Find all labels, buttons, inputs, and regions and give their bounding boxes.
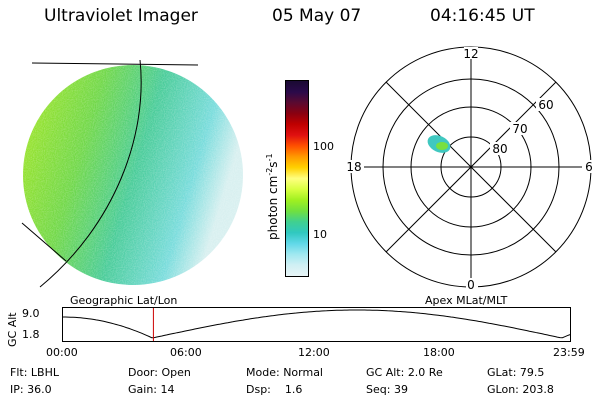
info-glat: GLat: 79.5 bbox=[487, 366, 545, 379]
lat-label-70: 70 bbox=[512, 122, 527, 136]
aurora-core bbox=[436, 142, 448, 150]
altitude-curve bbox=[63, 309, 571, 339]
mlt-label-12: 12 bbox=[463, 47, 478, 61]
info-flt: Flt: LBHL bbox=[10, 366, 59, 379]
instrument-title: Ultraviolet Imager bbox=[44, 6, 198, 26]
polar-plot: 12 18 6 0 60 70 80 bbox=[344, 46, 596, 292]
info-gain: Gain: 14 bbox=[128, 383, 175, 396]
info-door: Door: Open bbox=[128, 366, 191, 379]
edge-line bbox=[21, 222, 67, 262]
colorbar-label: photon cm-2s-1 bbox=[265, 153, 280, 240]
timeline-ylabel: GC Alt bbox=[6, 312, 19, 347]
info-seq: Seq: 39 bbox=[366, 383, 408, 396]
mlt-label-6: 6 bbox=[585, 160, 593, 174]
colorbar bbox=[285, 80, 309, 277]
noise-overlay bbox=[23, 65, 243, 285]
info-ip: IP: 36.0 bbox=[10, 383, 52, 396]
timeline-ytick-bottom: 1.8 bbox=[22, 328, 40, 341]
geographic-image bbox=[21, 59, 243, 288]
horizon-line bbox=[31, 62, 199, 66]
info-mode: Mode: Normal bbox=[246, 366, 323, 379]
timeline-xtick-1800: 18:00 bbox=[423, 346, 455, 359]
timeline-frame bbox=[62, 307, 571, 342]
timeline-xtick-2359: 23:59 bbox=[553, 346, 585, 359]
lat-label-60: 60 bbox=[538, 98, 553, 112]
info-gcalt: GC Alt: 2.0 Re bbox=[366, 366, 443, 379]
colorbar-tick-10: 10 bbox=[313, 228, 327, 241]
timeline-plot bbox=[62, 307, 571, 342]
colorbar-tick-100: 100 bbox=[313, 140, 334, 153]
timeline-xtick-0000: 00:00 bbox=[46, 346, 78, 359]
terminator-line bbox=[39, 59, 142, 288]
info-glon: GLon: 203.8 bbox=[487, 383, 554, 396]
info-dsp: Dsp: 1.6 bbox=[246, 383, 303, 396]
diag-2 bbox=[385, 81, 557, 253]
lat-label-80: 80 bbox=[492, 142, 507, 156]
timeline-ytick-top: 9.0 bbox=[22, 307, 40, 320]
timeline-xtick-1200: 12:00 bbox=[298, 346, 330, 359]
time-label: 04:16:45 UT bbox=[430, 6, 535, 26]
mlt-label-18: 18 bbox=[346, 160, 361, 174]
timeline-xtick-0600: 06:00 bbox=[170, 346, 202, 359]
date-label: 05 May 07 bbox=[272, 6, 362, 26]
apex-caption: Apex MLat/MLT bbox=[425, 294, 508, 307]
mlt-label-0: 0 bbox=[467, 278, 475, 292]
geographic-caption: Geographic Lat/Lon bbox=[70, 294, 178, 307]
